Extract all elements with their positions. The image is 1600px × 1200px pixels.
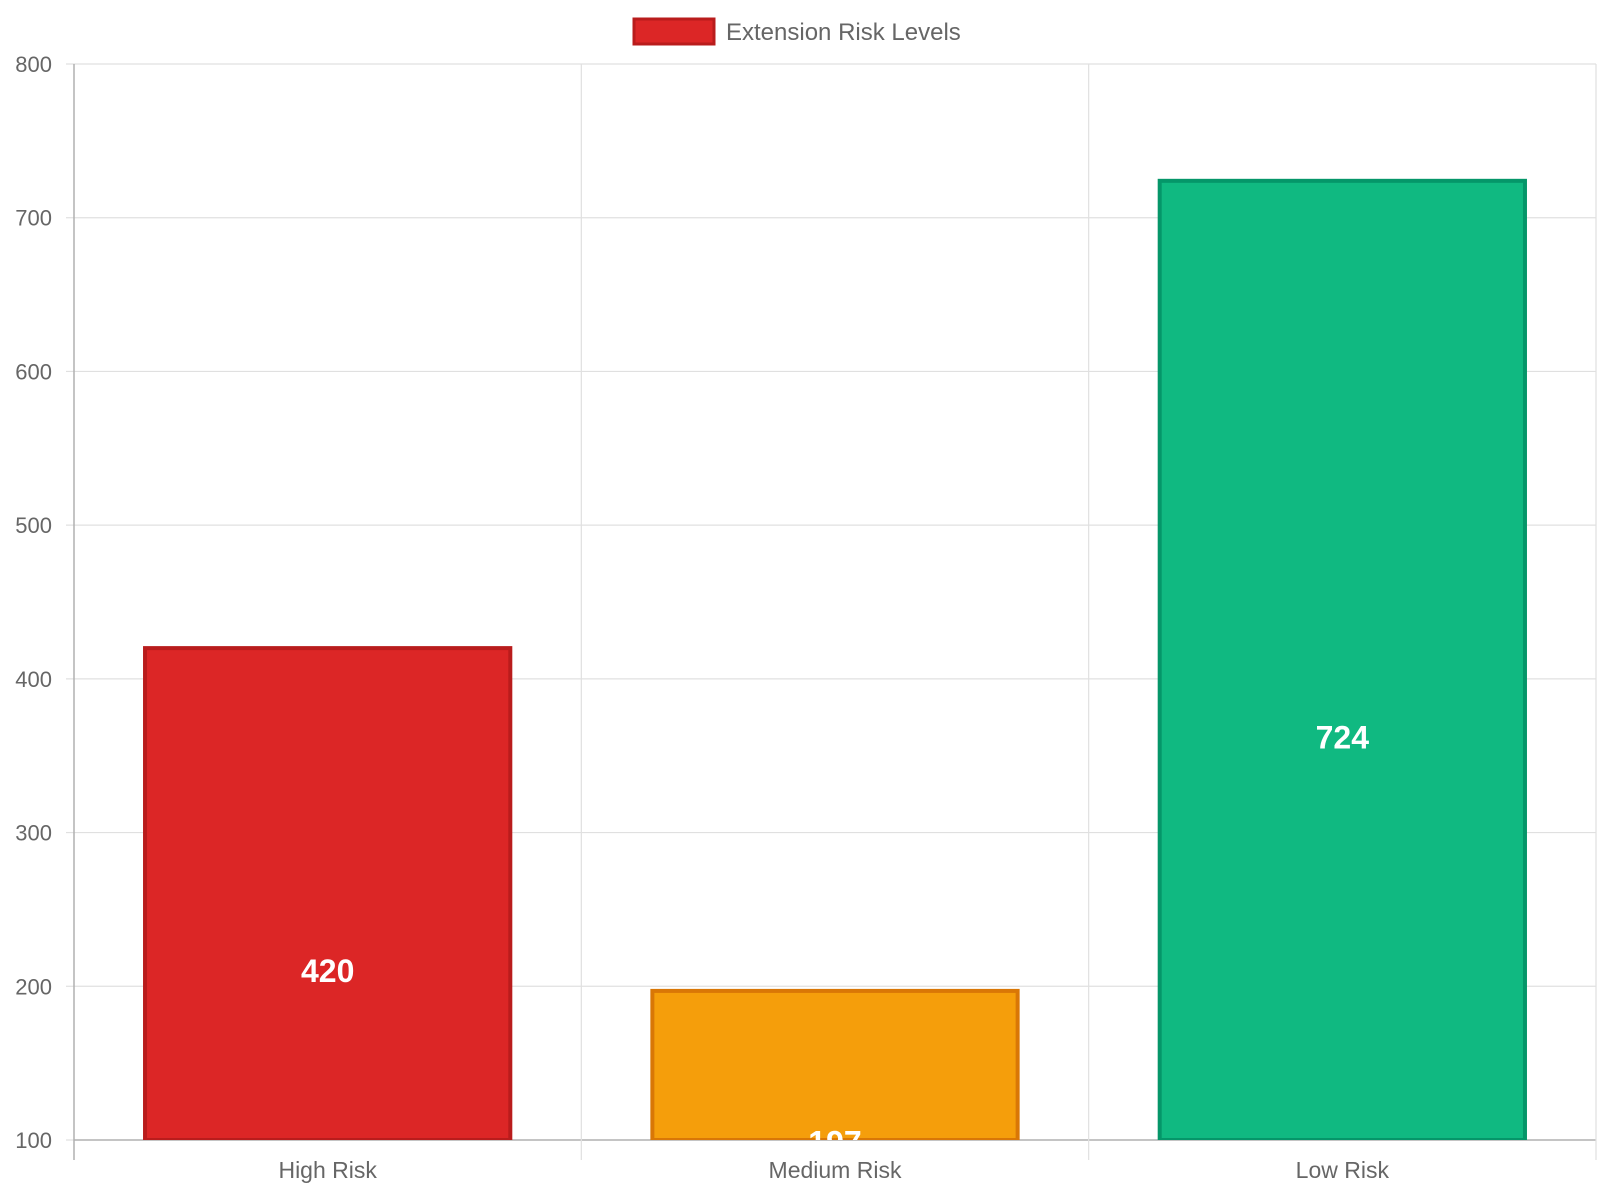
bar-high-risk[interactable] <box>143 646 513 1140</box>
axes: 100 200 300 400 500 600 700 800 High Risk Medium … <box>15 52 1389 1183</box>
y-tick-label: 100 <box>15 1128 52 1153</box>
y-tick-label: 500 <box>15 513 52 538</box>
y-tick-label: 600 <box>15 359 52 384</box>
legend[interactable]: Extension Risk Levels <box>632 17 961 46</box>
bars <box>143 178 1527 1140</box>
y-tick-label: 400 <box>15 667 52 692</box>
legend-label[interactable]: Extension Risk Levels <box>726 19 961 46</box>
y-tick-label: 800 <box>15 52 52 77</box>
x-tick-label: Low Risk <box>1296 1157 1390 1183</box>
x-tick-label: High Risk <box>278 1157 377 1183</box>
data-labels: 420 197 724 <box>301 719 1370 1160</box>
bar-value-label: 197 <box>808 1124 861 1160</box>
y-tick-label: 700 <box>15 206 52 231</box>
legend-swatch[interactable] <box>632 17 716 46</box>
y-tick-label: 300 <box>15 821 52 846</box>
bar-medium-risk[interactable] <box>650 988 1020 1140</box>
bar-value-label: 724 <box>1316 719 1370 755</box>
bar-value-label: 420 <box>301 953 354 989</box>
y-tick-label: 200 <box>15 974 52 999</box>
x-tick-label: Medium Risk <box>769 1157 902 1183</box>
bar-low-risk[interactable] <box>1157 178 1527 1140</box>
